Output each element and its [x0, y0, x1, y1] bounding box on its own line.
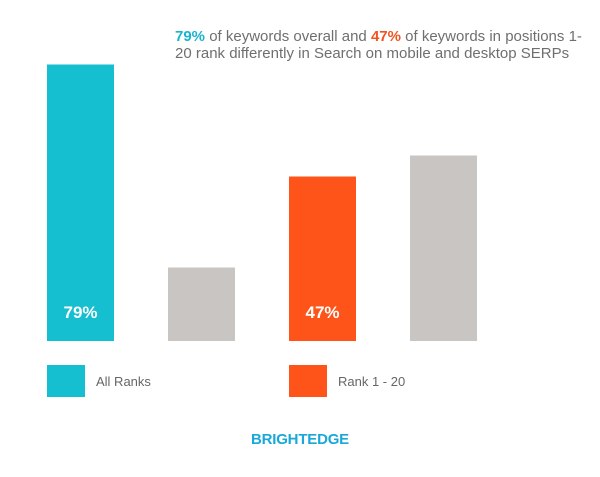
bar-rank-1-20-remainder: [410, 155, 477, 341]
data-label-rank-1-20: 47%: [305, 303, 339, 322]
legend-label-rank-1-20: Rank 1 - 20: [338, 373, 406, 389]
chart-headline: 79% of keywords overall and 47% of keywo…: [175, 28, 585, 62]
legend-item-all-ranks: All Ranks: [47, 365, 151, 397]
headline-text-2: of keywords in positions 1-20 rank diffe…: [175, 28, 582, 62]
legend-swatch-rank-1-20: [289, 365, 327, 397]
bar-chart: 79% 47%: [47, 64, 477, 341]
brand-logo-text: BRIGHTEDGE: [250, 431, 349, 448]
bar-rank-1-20-value: [289, 176, 356, 341]
headline-stat-overall: 79%: [175, 28, 206, 45]
legend-item-rank-1-20: Rank 1 - 20: [289, 365, 405, 397]
legend-swatch-all-ranks: [47, 365, 85, 397]
bar-all-ranks-remainder: [168, 267, 235, 341]
legend-label-all-ranks: All Ranks: [96, 373, 151, 389]
headline-stat-top20: 47%: [370, 28, 401, 45]
data-label-all-ranks: 79%: [63, 303, 97, 322]
bar-all-ranks-value: [47, 64, 114, 341]
headline-text-1: of keywords overall and: [205, 28, 371, 45]
